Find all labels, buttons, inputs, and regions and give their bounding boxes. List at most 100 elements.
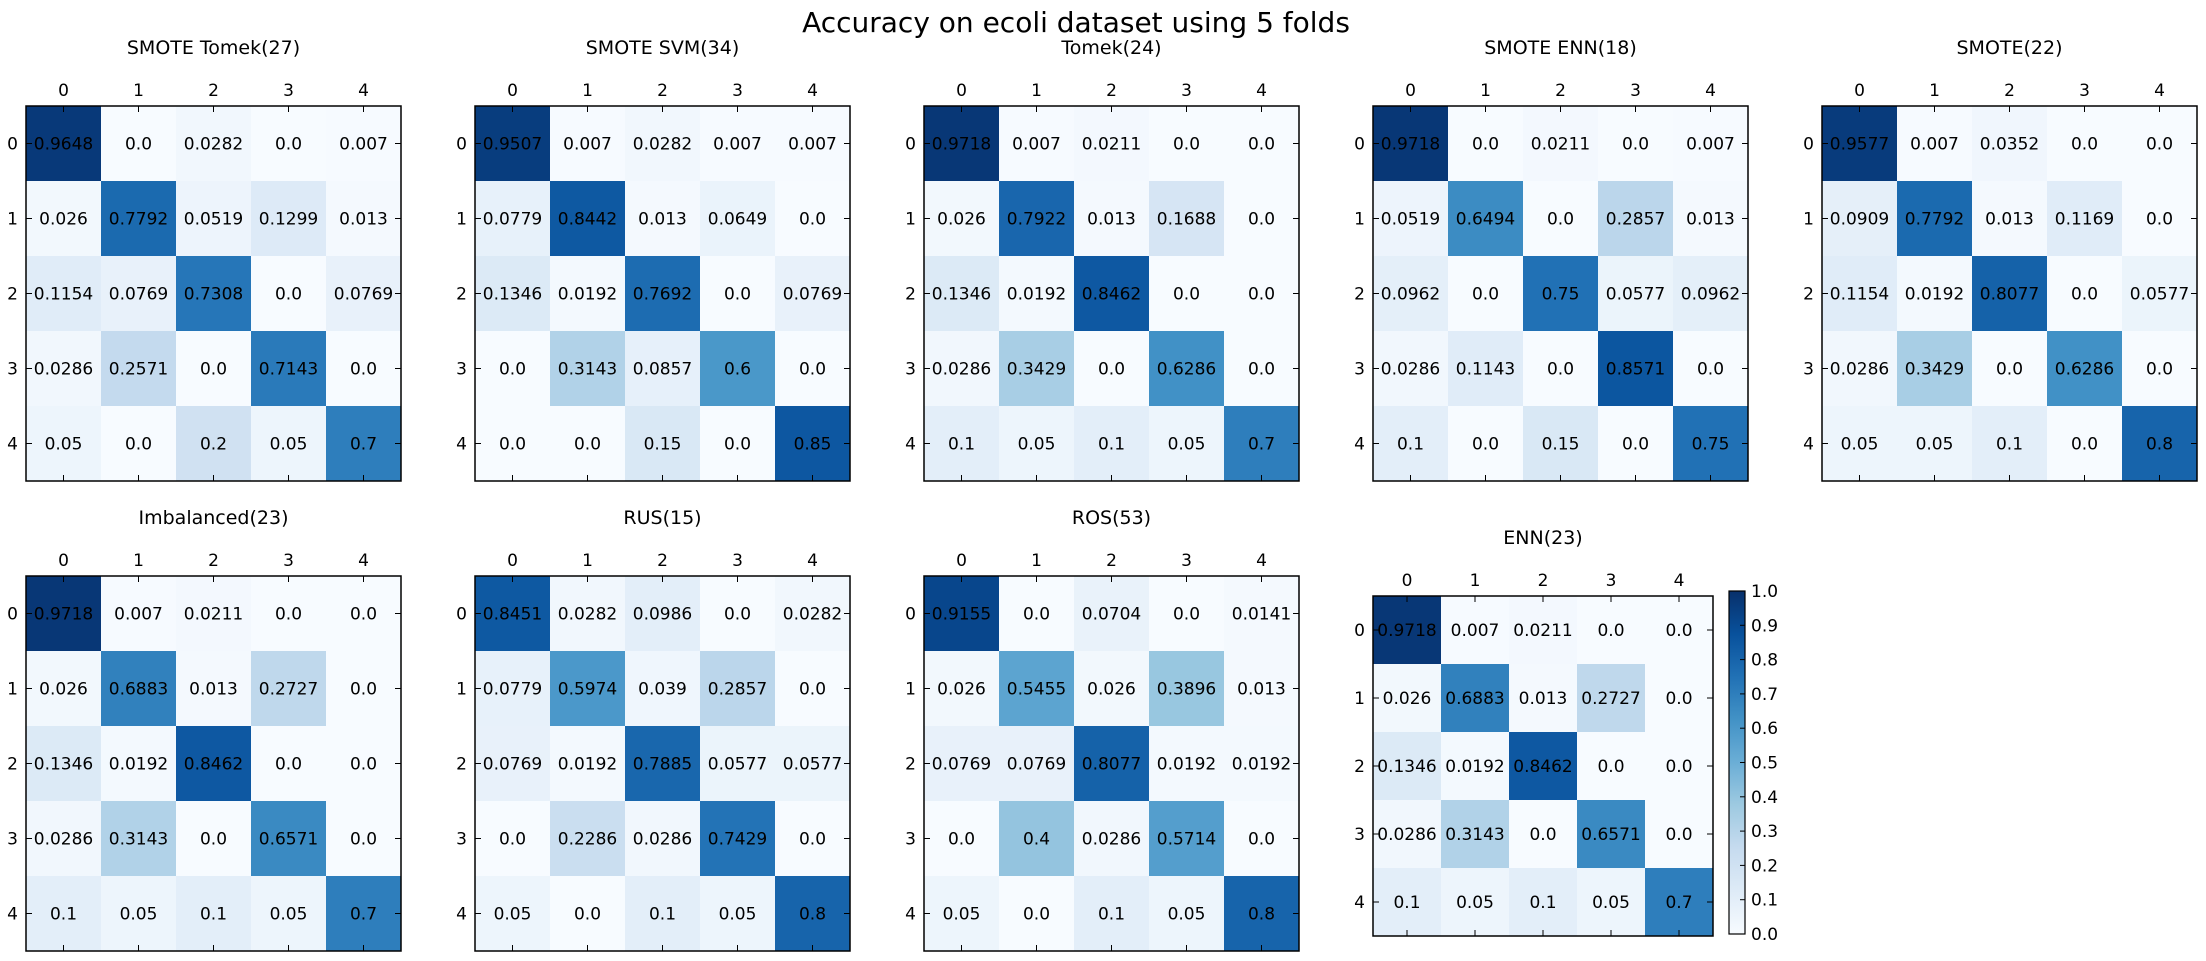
y-tick-label: 4 (1354, 435, 1365, 455)
heatmap-cell (1373, 800, 1441, 868)
heatmap-cell (1224, 876, 1299, 951)
x-tick-label: 1 (1031, 81, 1042, 101)
cell-value-label: 0.3143 (558, 360, 617, 380)
heatmap-cell (625, 801, 700, 876)
cell-value-label: 0.1154 (34, 285, 93, 305)
x-tick-label: 3 (2079, 81, 2090, 101)
heatmap-cell (1822, 256, 1897, 331)
cell-value-label: 0.0286 (1381, 360, 1440, 380)
heatmap-cell (1441, 596, 1509, 664)
heatmap-cell (1822, 406, 1897, 481)
y-tick-label: 4 (456, 905, 467, 925)
x-tick-label: 1 (133, 551, 144, 571)
cell-value-label: 0.0286 (1082, 830, 1141, 850)
heatmap-cell (1822, 106, 1897, 181)
heatmap-cell (1224, 256, 1299, 331)
heatmap-cell (326, 651, 401, 726)
cell-value-label: 0.0 (350, 830, 377, 850)
cell-value-label: 0.007 (1910, 135, 1959, 155)
colorbar-tick-label: 0.6 (1751, 719, 1778, 739)
heatmap-cell (1448, 106, 1523, 181)
cell-value-label: 0.9648 (34, 135, 93, 155)
cell-value-label: 0.9718 (1381, 135, 1440, 155)
x-tick-label: 4 (358, 551, 369, 571)
heatmap-cell (1523, 181, 1598, 256)
x-tick-label: 2 (1538, 571, 1549, 591)
y-tick-label: 1 (1354, 689, 1365, 709)
heatmap-cell (1448, 256, 1523, 331)
x-tick-label: 1 (133, 81, 144, 101)
cell-value-label: 0.6883 (1445, 689, 1504, 709)
cell-value-label: 0.0 (1547, 210, 1574, 230)
heatmap-cell (1598, 181, 1673, 256)
cell-value-label: 0.0577 (1606, 285, 1665, 305)
heatmap-cell (775, 106, 850, 181)
y-tick-label: 3 (456, 830, 467, 850)
cell-value-label: 0.1143 (1456, 360, 1515, 380)
heatmap-cell (1645, 732, 1713, 800)
x-tick-label: 0 (58, 81, 69, 101)
heatmap-cell (326, 406, 401, 481)
heatmap-cell (326, 726, 401, 801)
panel-title: SMOTE Tomek(27) (127, 37, 300, 59)
cell-value-label: 0.8442 (558, 210, 617, 230)
colorbar-tick-label: 0.8 (1751, 651, 1778, 671)
heatmap-cell (1523, 256, 1598, 331)
heatmap-cell (1373, 664, 1441, 732)
cell-value-label: 0.0 (724, 285, 751, 305)
heatmap-cell (550, 651, 625, 726)
heatmap-cell (1972, 106, 2047, 181)
cell-value-label: 0.9718 (932, 135, 991, 155)
cell-value-label: 0.9718 (34, 605, 93, 625)
colorbar-tick-label: 0.1 (1751, 891, 1778, 911)
heatmap-cell (1373, 596, 1441, 664)
cell-value-label: 0.3429 (1905, 360, 1964, 380)
cell-value-label: 0.8077 (1980, 285, 2039, 305)
heatmap-cell (1645, 868, 1713, 936)
heatmap-cell (26, 331, 101, 406)
cell-value-label: 0.1 (200, 905, 227, 925)
heatmap-cell (700, 406, 775, 481)
y-tick-label: 2 (1354, 757, 1365, 777)
cell-value-label: 0.0769 (1007, 755, 1066, 775)
heatmap-cell (550, 576, 625, 651)
cell-value-label: 0.4 (1023, 830, 1050, 850)
heatmap-cell (1897, 181, 1972, 256)
cell-value-label: 0.0 (1697, 360, 1724, 380)
y-tick-label: 3 (7, 830, 18, 850)
cell-value-label: 0.0769 (783, 285, 842, 305)
cell-value-label: 0.05 (1592, 893, 1630, 913)
y-tick-label: 0 (905, 135, 916, 155)
cell-value-label: 0.05 (45, 435, 83, 455)
cell-value-label: 0.8 (799, 905, 826, 925)
cell-value-label: 0.0 (1248, 360, 1275, 380)
cell-value-label: 0.05 (943, 905, 981, 925)
cell-value-label: 0.0 (1173, 605, 1200, 625)
cell-value-label: 0.0 (275, 755, 302, 775)
cell-value-label: 0.0 (350, 680, 377, 700)
heatmap-cell (999, 726, 1074, 801)
cell-value-label: 0.9507 (483, 135, 542, 155)
heatmap-cell (999, 181, 1074, 256)
cell-value-label: 0.0 (574, 435, 601, 455)
heatmap-cell (1224, 331, 1299, 406)
cell-value-label: 0.1 (649, 905, 676, 925)
heatmap-cell (1149, 106, 1224, 181)
cell-value-label: 0.0 (499, 360, 526, 380)
x-tick-label: 2 (1555, 81, 1566, 101)
cell-value-label: 0.039 (638, 680, 687, 700)
heatmap-cell (924, 876, 999, 951)
cell-value-label: 0.75 (1542, 285, 1580, 305)
cell-value-label: 0.2727 (1581, 689, 1640, 709)
cell-value-label: 0.007 (788, 135, 837, 155)
heatmap-cell (1149, 651, 1224, 726)
cell-value-label: 0.6286 (1157, 360, 1216, 380)
cell-value-label: 0.0 (1248, 210, 1275, 230)
x-tick-label: 0 (507, 551, 518, 571)
heatmap-cell (1224, 406, 1299, 481)
heatmap-cell (475, 801, 550, 876)
x-tick-label: 0 (58, 551, 69, 571)
y-tick-label: 3 (7, 360, 18, 380)
cell-value-label: 0.0192 (1157, 755, 1216, 775)
heatmap-cell (1509, 596, 1577, 664)
